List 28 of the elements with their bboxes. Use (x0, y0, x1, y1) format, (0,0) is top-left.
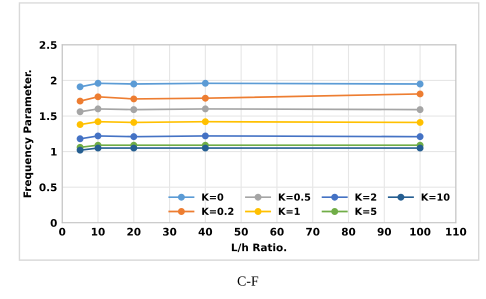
y-tick-label: 1.5 (40, 112, 57, 120)
y-tick-label: 2 (50, 76, 56, 84)
legend-label: K=5 (356, 208, 376, 216)
legend-label: K=2 (356, 193, 376, 201)
y-axis-title: Frequency Parameter. (23, 70, 34, 198)
y-tick-label: 0 (50, 218, 57, 227)
x-tick-label: 50 (234, 228, 248, 236)
x-tick-label: 70 (306, 228, 320, 236)
legend-label: K=10 (422, 193, 450, 201)
x-tick-label: 100 (410, 228, 430, 236)
x-tick-label: 0 (59, 228, 66, 236)
x-axis-title: L/h Ratio. (232, 243, 286, 252)
y-tick-label: 1 (51, 148, 57, 156)
text: C-F (238, 276, 258, 286)
x-tick-label: 80 (342, 228, 356, 236)
legend-label: K=0 (202, 193, 224, 201)
legend-label: K=0.5 (278, 193, 310, 201)
y-tick-label: 0.5 (39, 183, 57, 192)
legend-label: K=0.2 (202, 208, 234, 216)
y-tick-label: 2.5 (40, 41, 57, 49)
x-tick-label: 30 (163, 228, 176, 236)
x-tick-label: 10 (92, 228, 105, 236)
x-tick-label: 20 (127, 228, 141, 236)
legend-label: K=1 (278, 208, 300, 215)
x-tick-label: 110 (446, 228, 466, 236)
x-tick-label: 90 (378, 228, 392, 236)
x-tick-label: 60 (270, 228, 284, 236)
x-tick-label: 40 (198, 228, 212, 236)
